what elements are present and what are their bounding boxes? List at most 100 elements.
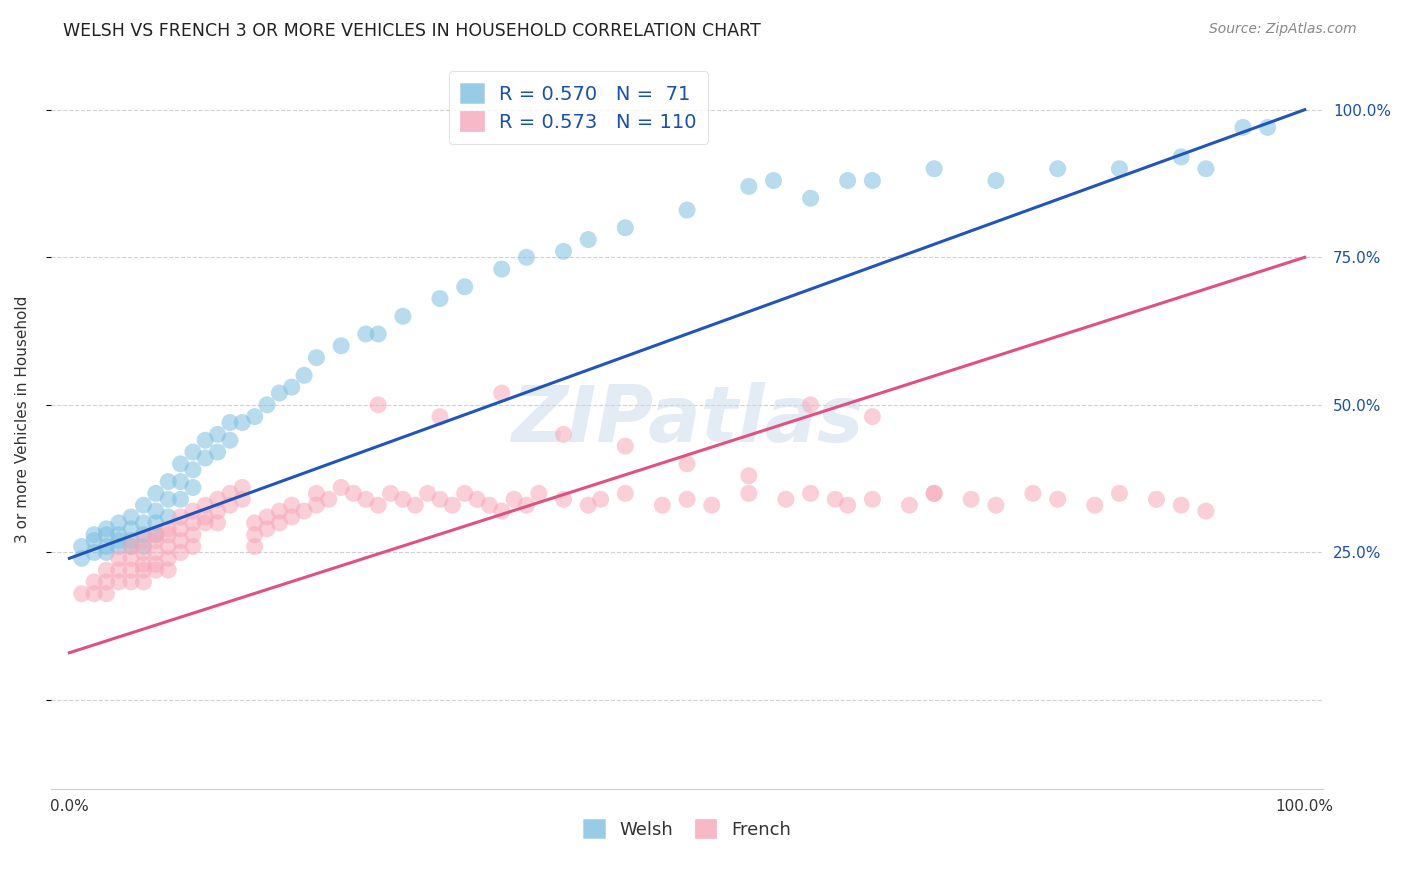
Point: [145, 558, 167, 572]
Point: [367, 498, 389, 512]
Point: [589, 492, 612, 507]
Point: [145, 516, 167, 530]
Text: WELSH VS FRENCH 3 OR MORE VEHICLES IN HOUSEHOLD CORRELATION CHART: WELSH VS FRENCH 3 OR MORE VEHICLES IN HO…: [63, 22, 761, 40]
Point: [96, 527, 118, 541]
Point: [194, 510, 217, 524]
Point: [1046, 161, 1069, 176]
Point: [1108, 486, 1130, 500]
Point: [181, 527, 204, 541]
Point: [256, 522, 278, 536]
Point: [70, 540, 93, 554]
Point: [96, 587, 118, 601]
Point: [454, 486, 477, 500]
Point: [441, 498, 464, 512]
Point: [1108, 161, 1130, 176]
Point: [132, 516, 155, 530]
Point: [700, 498, 723, 512]
Point: [367, 398, 389, 412]
Point: [157, 510, 180, 524]
Point: [157, 527, 180, 541]
Point: [1170, 498, 1192, 512]
Point: [107, 527, 129, 541]
Point: [380, 486, 402, 500]
Point: [169, 545, 191, 559]
Point: [107, 540, 129, 554]
Point: [1046, 492, 1069, 507]
Point: [83, 527, 105, 541]
Point: [132, 498, 155, 512]
Point: [491, 262, 513, 277]
Point: [269, 516, 291, 530]
Point: [984, 498, 1007, 512]
Point: [207, 492, 229, 507]
Point: [120, 540, 142, 554]
Point: [515, 498, 537, 512]
Point: [219, 486, 242, 500]
Point: [922, 486, 945, 500]
Point: [243, 527, 266, 541]
Point: [169, 457, 191, 471]
Point: [132, 527, 155, 541]
Point: [416, 486, 439, 500]
Point: [83, 545, 105, 559]
Point: [120, 574, 142, 589]
Point: [194, 434, 217, 448]
Point: [676, 202, 699, 217]
Point: [292, 504, 315, 518]
Point: [107, 574, 129, 589]
Point: [651, 498, 673, 512]
Point: [354, 492, 377, 507]
Point: [181, 504, 204, 518]
Point: [256, 398, 278, 412]
Text: ZIPatlas: ZIPatlas: [510, 382, 863, 458]
Point: [576, 498, 599, 512]
Point: [305, 351, 328, 365]
Point: [219, 498, 242, 512]
Point: [553, 427, 575, 442]
Point: [120, 522, 142, 536]
Point: [169, 492, 191, 507]
Point: [676, 492, 699, 507]
Point: [120, 510, 142, 524]
Point: [120, 533, 142, 548]
Point: [280, 380, 302, 394]
Point: [762, 173, 785, 187]
Point: [157, 475, 180, 489]
Point: [157, 563, 180, 577]
Point: [231, 481, 253, 495]
Point: [269, 504, 291, 518]
Point: [860, 492, 883, 507]
Point: [1022, 486, 1045, 500]
Point: [392, 492, 415, 507]
Point: [83, 574, 105, 589]
Point: [1195, 161, 1218, 176]
Point: [305, 486, 328, 500]
Point: [960, 492, 983, 507]
Point: [207, 445, 229, 459]
Point: [83, 587, 105, 601]
Point: [491, 504, 513, 518]
Point: [269, 386, 291, 401]
Point: [194, 516, 217, 530]
Point: [169, 533, 191, 548]
Text: Source: ZipAtlas.com: Source: ZipAtlas.com: [1209, 22, 1357, 37]
Point: [243, 409, 266, 424]
Point: [169, 510, 191, 524]
Point: [922, 161, 945, 176]
Point: [83, 533, 105, 548]
Point: [330, 481, 353, 495]
Point: [120, 563, 142, 577]
Point: [775, 492, 797, 507]
Point: [96, 545, 118, 559]
Point: [738, 179, 761, 194]
Point: [860, 173, 883, 187]
Point: [207, 516, 229, 530]
Point: [800, 486, 823, 500]
Point: [1232, 120, 1254, 135]
Point: [157, 540, 180, 554]
Point: [194, 498, 217, 512]
Point: [107, 551, 129, 566]
Point: [330, 339, 353, 353]
Point: [181, 463, 204, 477]
Point: [207, 504, 229, 518]
